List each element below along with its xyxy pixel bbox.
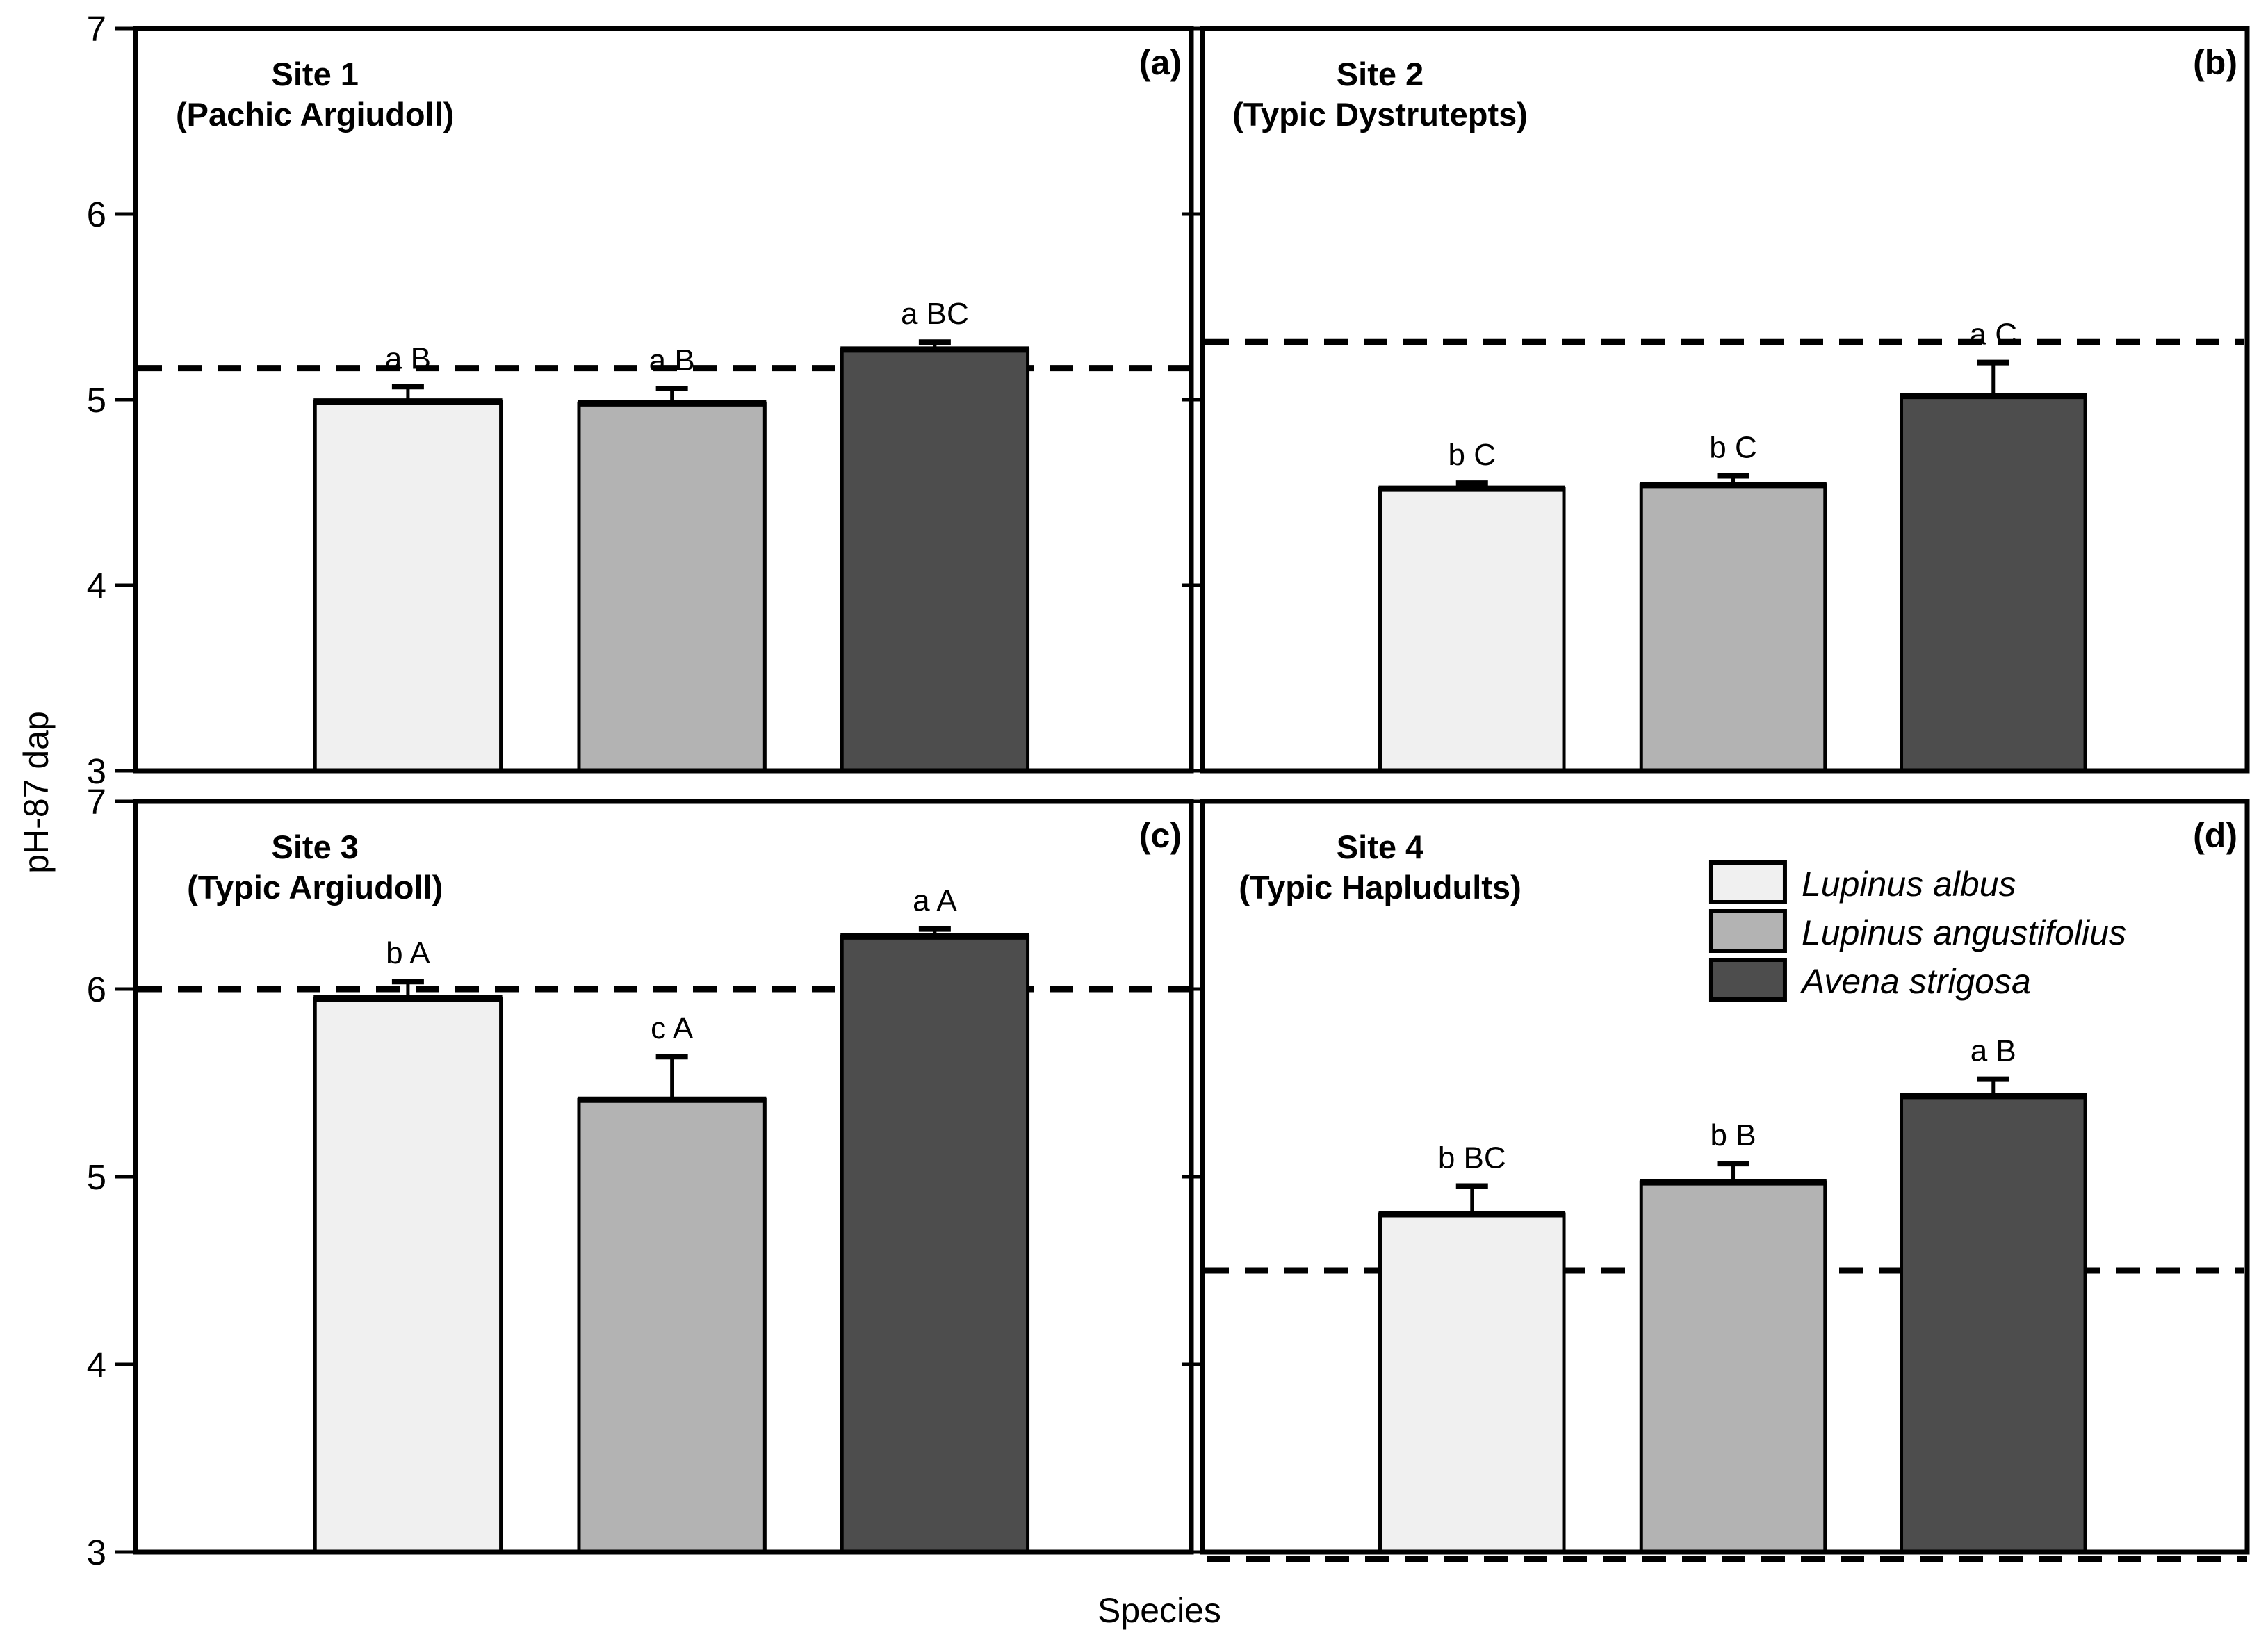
panel-c-title-soil: (Typic Argiudoll) (187, 869, 443, 906)
legend-label-3: Avena strigosa (1800, 962, 2031, 1001)
panel-a-ytick-label-5: 5 (87, 380, 106, 420)
legend-label-1: Lupinus albus (1802, 865, 2016, 904)
panel-c-ytick-label-6: 6 (87, 970, 106, 1009)
panel-a-title-soil: (Pachic Argiudoll) (176, 96, 454, 133)
panel-a-ytick-label-6: 6 (87, 195, 106, 234)
panel-c-sig-label-3: a A (913, 884, 957, 918)
panel-a-sig-label-3: a BC (901, 297, 969, 331)
panel-b-bar-3 (1900, 394, 2087, 773)
panel-c-title-site: Site 3 (272, 828, 359, 865)
panel-d-sig-label-2: b B (1711, 1118, 1756, 1152)
panel-a-sig-label-2: a B (649, 343, 695, 377)
panel-d-bar-3 (1900, 1094, 2087, 1554)
panel-c-sig-label-2: c A (651, 1011, 694, 1045)
panel-a-ytick-label-7: 7 (87, 9, 106, 49)
panel-b-bar-2 (1639, 483, 1827, 773)
panel-d-title-soil: (Typic Hapludults) (1239, 869, 1521, 906)
panel-b-bar-1 (1378, 487, 1566, 773)
panel-d-title-site: Site 4 (1337, 828, 1423, 865)
panel-c-ytick-label-3: 3 (87, 1533, 106, 1572)
panel-d-sig-label-3: a B (1971, 1034, 2016, 1068)
panel-b-title-site: Site 2 (1337, 56, 1423, 92)
panel-d-bar-1 (1378, 1212, 1566, 1554)
panel-b-sig-label-3: a C (1970, 318, 2017, 352)
panel-c-bar-3 (840, 934, 1030, 1554)
panel-a-bar-1 (313, 400, 503, 773)
legend-label-2: Lupinus angustifolius (1802, 913, 2126, 952)
panel-b-letter: (b) (2193, 43, 2237, 82)
panel-c-bar-2 (577, 1097, 767, 1554)
panel-c-letter: (c) (1139, 816, 1182, 855)
panel-a-ytick-label-3: 3 (87, 751, 106, 791)
panel-c-ytick-label-7: 7 (87, 782, 106, 822)
legend-swatch-3 (1708, 958, 1787, 1002)
panel-c-bar-1 (313, 997, 503, 1554)
panel-a-title-site: Site 1 (272, 56, 359, 92)
panel-a-letter: (a) (1139, 43, 1182, 82)
panel-d-bar-2 (1639, 1180, 1827, 1554)
panel-a-ytick-label-4: 4 (87, 566, 106, 605)
x-axis-title: Species (1098, 1591, 1221, 1630)
y-axis-title: pH-87 dap (17, 711, 56, 874)
legend-swatch-2 (1708, 909, 1787, 953)
panel-b-title-soil: (Typic Dystrutepts) (1232, 96, 1528, 133)
panel-d-sig-label-1: b BC (1438, 1141, 1506, 1175)
panel-c-sig-label-1: b A (386, 936, 430, 970)
panel-c-ytick-label-4: 4 (87, 1345, 106, 1385)
panel-b-sig-label-1: b C (1449, 438, 1496, 472)
panel-b-sig-label-2: b C (1709, 430, 1756, 464)
panel-d-letter: (d) (2193, 816, 2237, 855)
legend-swatch-1 (1708, 860, 1787, 904)
panel-c-ytick-label-5: 5 (87, 1157, 106, 1197)
panel-a-bar-3 (840, 348, 1030, 773)
panel-a-sig-label-1: a B (385, 341, 431, 375)
panel-a-bar-2 (577, 401, 767, 773)
